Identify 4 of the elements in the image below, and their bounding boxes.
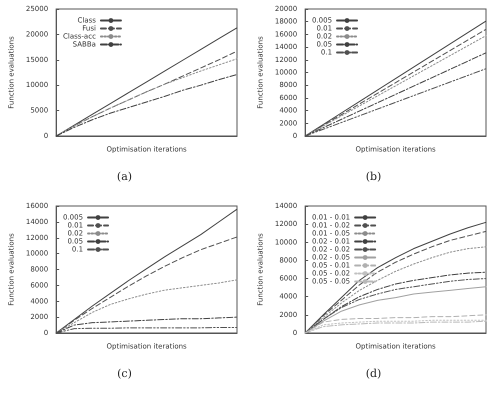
text: (a) [116, 170, 132, 183]
text: (d) [366, 367, 382, 380]
text: (c) [117, 367, 132, 380]
text: (b) [366, 170, 382, 183]
